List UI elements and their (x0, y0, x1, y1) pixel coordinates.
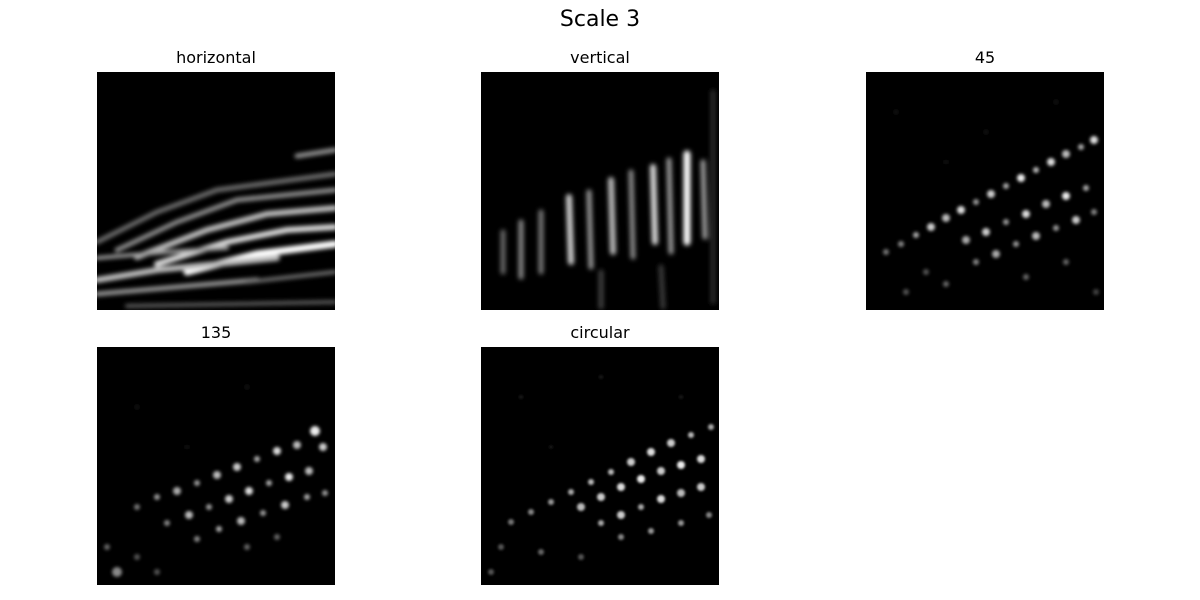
panel-image-45 (866, 72, 1104, 310)
panel-image-horizontal (97, 72, 335, 310)
panel-image-circular (481, 347, 719, 585)
panel-title-vertical: vertical (570, 48, 630, 67)
panel-title-45: 45 (974, 48, 996, 67)
panel-title-horizontal: horizontal (176, 48, 256, 67)
panel-image-135 (97, 347, 335, 585)
panel-image-vertical (481, 72, 719, 310)
figure-title: Scale 3 (559, 7, 641, 32)
panel-title-circular: circular (570, 323, 630, 342)
panel-title-135: 135 (200, 323, 232, 342)
